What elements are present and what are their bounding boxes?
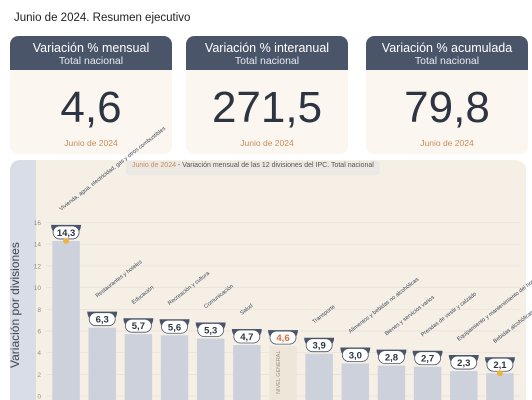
category-label: Educación <box>131 285 155 306</box>
card-header: Variación % interanual Total nacional <box>186 36 348 70</box>
data-label: 5,3 <box>204 326 217 337</box>
chart-subtitle: Junio de 2024 - Variación mensual de las… <box>126 161 380 175</box>
data-label: 4,6 <box>276 333 289 344</box>
value-pill <box>305 338 333 353</box>
data-label: 2,7 <box>421 354 434 365</box>
category-label: Equipamiento y mantenimiento del hogar <box>456 275 532 342</box>
bar <box>52 240 80 400</box>
value-pill <box>197 323 225 337</box>
data-label: 5,7 <box>132 321 145 332</box>
marker-dot <box>496 370 503 377</box>
page-title: Junio de 2024. Resumen ejecutivo <box>14 12 191 24</box>
y-tick-label: 6 <box>37 328 41 335</box>
y-tick-label: 8 <box>37 307 41 314</box>
bar <box>88 327 116 400</box>
card-value: 79,8 <box>404 83 490 132</box>
value-pill <box>414 351 442 366</box>
chart-subtitle-date: Junio de 2024 <box>132 162 176 169</box>
bar <box>305 353 333 400</box>
y-tick-label: 0 <box>37 394 41 400</box>
bar <box>269 346 297 400</box>
y-tick-label: 16 <box>34 220 42 227</box>
value-pill <box>233 329 261 344</box>
card-title: Variación % interanual <box>204 41 330 55</box>
card-title: Variación % acumulada <box>381 41 513 55</box>
card-header: Variación % mensual Total nacional <box>10 36 172 70</box>
value-pill <box>450 355 478 370</box>
category-label: Bebidas alcohólicas y tabaco <box>492 296 532 345</box>
card-subtitle: Total nacional <box>58 55 124 67</box>
value-pill <box>341 348 369 362</box>
y-tick-label: 4 <box>37 350 41 357</box>
data-label: 3,0 <box>349 350 362 361</box>
value-pill <box>378 350 405 365</box>
data-label: 2,3 <box>457 358 470 369</box>
bar <box>450 371 478 400</box>
bar <box>160 335 189 400</box>
category-label: Salud <box>239 303 254 317</box>
card-subtitle: Total nacional <box>234 55 300 67</box>
card-yearly: Variación % interanual Total nacional 27… <box>186 36 348 154</box>
card-date: Junio de 2024 <box>64 138 118 148</box>
bar <box>233 345 261 400</box>
bar <box>341 363 370 400</box>
bar <box>124 334 153 400</box>
card-accumulated: Variación % acumulada Total nacional 79,… <box>366 36 528 154</box>
category-label: Alimentos y bebidas no alcohólicas <box>348 277 420 335</box>
general-level-label: NIVEL GENERAL <box>276 350 282 394</box>
category-label: Restaurantes y hoteles <box>95 259 144 299</box>
data-label: 6,3 <box>96 315 109 326</box>
chart-subtitle-text: - Variación mensual de las 12 divisiones… <box>175 162 374 169</box>
category-label: Recreación y cultura <box>167 270 212 307</box>
card-subtitle: Total nacional <box>414 55 480 67</box>
data-label: 14,3 <box>57 228 76 239</box>
card-header: Variación % acumulada Total nacional <box>366 36 528 70</box>
category-label: Vivienda, agua, electricidad, gas y otro… <box>59 126 168 213</box>
card-monthly: Variación % mensual Total nacional 4,6 J… <box>10 36 172 154</box>
y-tick-label: 12 <box>34 263 42 270</box>
value-pill <box>88 312 116 327</box>
y-tick-label: 2 <box>37 372 41 379</box>
data-label: 2,8 <box>385 353 398 364</box>
value-pill <box>269 330 297 345</box>
value-pill <box>161 319 188 334</box>
bar <box>486 373 514 400</box>
card-date: Junio de 2024 <box>240 138 294 148</box>
bar <box>377 365 406 400</box>
value-pill <box>124 318 152 333</box>
chart-sidebar: Variación por divisiones <box>10 160 36 400</box>
y-tick-label: 14 <box>34 242 42 249</box>
bar <box>196 338 225 400</box>
data-label: 2,1 <box>493 360 507 371</box>
bar <box>413 366 442 400</box>
card-value: 4,6 <box>60 83 122 132</box>
data-label: 4,7 <box>240 332 253 343</box>
card-date: Junio de 2024 <box>420 138 474 148</box>
y-tick-label: 10 <box>34 285 42 292</box>
data-label: 3,9 <box>313 341 326 352</box>
data-label: 5,6 <box>168 322 181 333</box>
card-title: Variación % mensual <box>32 41 150 55</box>
marker-dot <box>63 237 70 244</box>
category-label: Transporte <box>312 304 337 325</box>
card-value: 271,5 <box>211 83 323 132</box>
